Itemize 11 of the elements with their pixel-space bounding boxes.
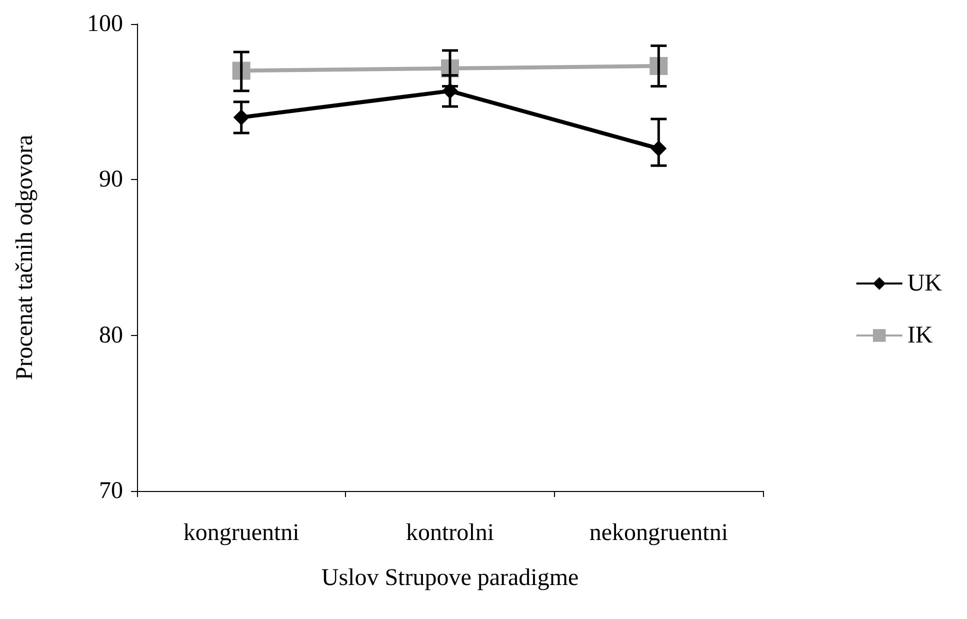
x-tick-label: kongruentni [183,520,300,546]
x-tick-label: kontrolni [406,520,494,546]
x-tick-label: nekongruentni [589,520,728,546]
legend-label: IK [907,322,934,348]
y-tick-label: 100 [87,11,123,37]
y-tick-label: 70 [99,478,123,504]
legend-label: UK [907,270,943,296]
y-tick-label: 80 [99,322,123,348]
y-axis-title: Procenat tačnih odgovora [12,134,38,380]
x-axis-title: Uslov Strupove paradigme [321,565,579,591]
y-tick-label: 90 [99,166,123,193]
